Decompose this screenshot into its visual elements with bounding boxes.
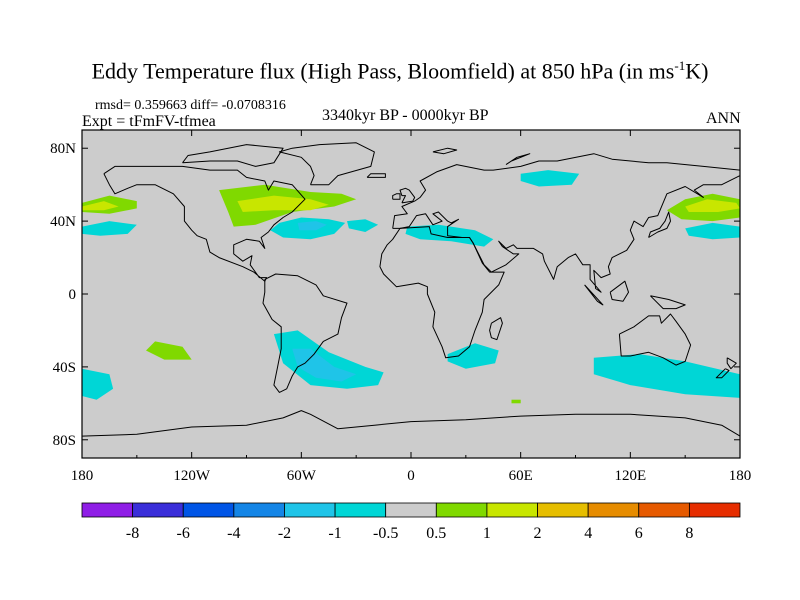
experiment-label: Expt = tFmFV-tfmea	[82, 113, 216, 130]
colorbar-swatch	[385, 502, 437, 518]
lon-tick-label: 0	[407, 468, 415, 484]
colorbar-swatch	[334, 502, 387, 518]
coastline-svalbard	[432, 147, 458, 155]
coastline-japan	[648, 211, 671, 238]
colorbar-label: 6	[635, 525, 643, 542]
stats-label: rmsd= 0.359663 diff= -0.0708316	[95, 98, 286, 113]
lon-tick-label: 180	[71, 468, 94, 484]
coastline-antarctica	[82, 410, 740, 437]
coastline-australia	[618, 313, 692, 366]
anomaly-south-africa-negative	[447, 343, 499, 369]
colorbar-swatch	[638, 502, 690, 518]
anomaly-indian-ocean-positive	[511, 399, 521, 404]
chart-title: Eddy Temperature flux (High Pass, Bloomf…	[91, 58, 709, 84]
anomaly-gulf-stream-negative-core	[297, 221, 327, 231]
anomaly-australia-southern-ocean-negative	[593, 354, 740, 398]
colorbar-label: 2	[534, 525, 542, 542]
coastline-canadian-arctic	[182, 144, 284, 167]
anomaly-siberia-negative	[520, 170, 580, 187]
lon-tick-label: 120W	[173, 468, 211, 484]
colorbar-label: -8	[126, 525, 139, 542]
coastline-iceland	[366, 173, 386, 178]
colorbar-label: -6	[177, 525, 190, 542]
anomaly-north-pacific-east-positive-core	[82, 201, 119, 211]
colorbar-swatch	[284, 502, 336, 518]
colorbar-swatch	[688, 502, 741, 518]
colorbar-swatch	[537, 502, 589, 518]
coastline-madagascar	[489, 317, 503, 341]
anomaly-north-pacific-east-negative	[82, 221, 137, 236]
colorbar-swatch	[81, 502, 134, 518]
coastline-new-zealand-north	[726, 357, 737, 370]
colorbar-label: 0.5	[426, 525, 446, 542]
coastline-ireland	[392, 193, 401, 200]
coastline-eurasia	[392, 153, 740, 293]
colorbar: -8 -6 -4 -2 -1 -0.5 0.5 1 2 4 6 8	[81, 502, 741, 542]
lon-tick-label: 120E	[614, 468, 646, 484]
colorbar-label: -1	[328, 525, 341, 542]
colorbar-swatch	[486, 502, 538, 518]
coastline-north-america	[103, 165, 306, 282]
colorbar-label: -2	[278, 525, 291, 542]
lon-tick-label: 180	[729, 468, 752, 484]
colorbar-label: 4	[584, 525, 592, 542]
lat-tick-label: 80S	[53, 433, 76, 449]
coastline-new-guinea	[650, 295, 686, 310]
coastline-greenland	[278, 142, 375, 186]
coastline-great-britain	[399, 187, 416, 204]
colorbar-swatch	[587, 502, 640, 518]
coastline-sumatra	[584, 284, 604, 306]
anomaly-north-america-atlantic-positive-core	[237, 195, 329, 212]
lat-tick-label: 40N	[50, 214, 76, 230]
lat-tick-label: 40S	[53, 360, 76, 376]
coastline-africa	[379, 226, 505, 359]
anomaly-north-pacific-west-positive-core	[685, 199, 740, 212]
anomaly-north-pacific-west-negative	[685, 222, 740, 240]
coastline-south-america	[262, 273, 348, 393]
lat-tick-label: 0	[69, 287, 77, 303]
colorbar-label: -4	[227, 525, 240, 542]
coastline-new-zealand-south	[715, 368, 730, 379]
colorbar-swatch	[233, 502, 285, 518]
colorbar-label: -0.5	[373, 525, 398, 542]
coastline-borneo	[609, 280, 629, 302]
colorbar-label: 1	[483, 525, 491, 542]
colorbar-swatch	[132, 502, 184, 518]
lat-tick-label: 80N	[50, 141, 76, 157]
colorbar-label: 8	[685, 525, 693, 542]
map-layers	[82, 142, 740, 437]
colorbar-swatch	[182, 502, 235, 518]
anomaly-south-america-negative-core	[292, 348, 357, 382]
anomaly-north-atlantic-east-negative	[347, 219, 379, 232]
period-label: 3340kyr BP - 0000kyr BP	[322, 107, 489, 124]
anomaly-south-pacific-positive	[146, 341, 192, 360]
lon-tick-label: 60W	[287, 468, 317, 484]
colorbar-swatch	[435, 502, 488, 518]
season-label: ANN	[706, 110, 741, 127]
coastline-novaya-zemlya	[505, 153, 531, 166]
lon-tick-label: 60E	[509, 468, 533, 484]
map-background	[82, 130, 740, 458]
anomaly-south-pacific-negative	[82, 368, 114, 400]
